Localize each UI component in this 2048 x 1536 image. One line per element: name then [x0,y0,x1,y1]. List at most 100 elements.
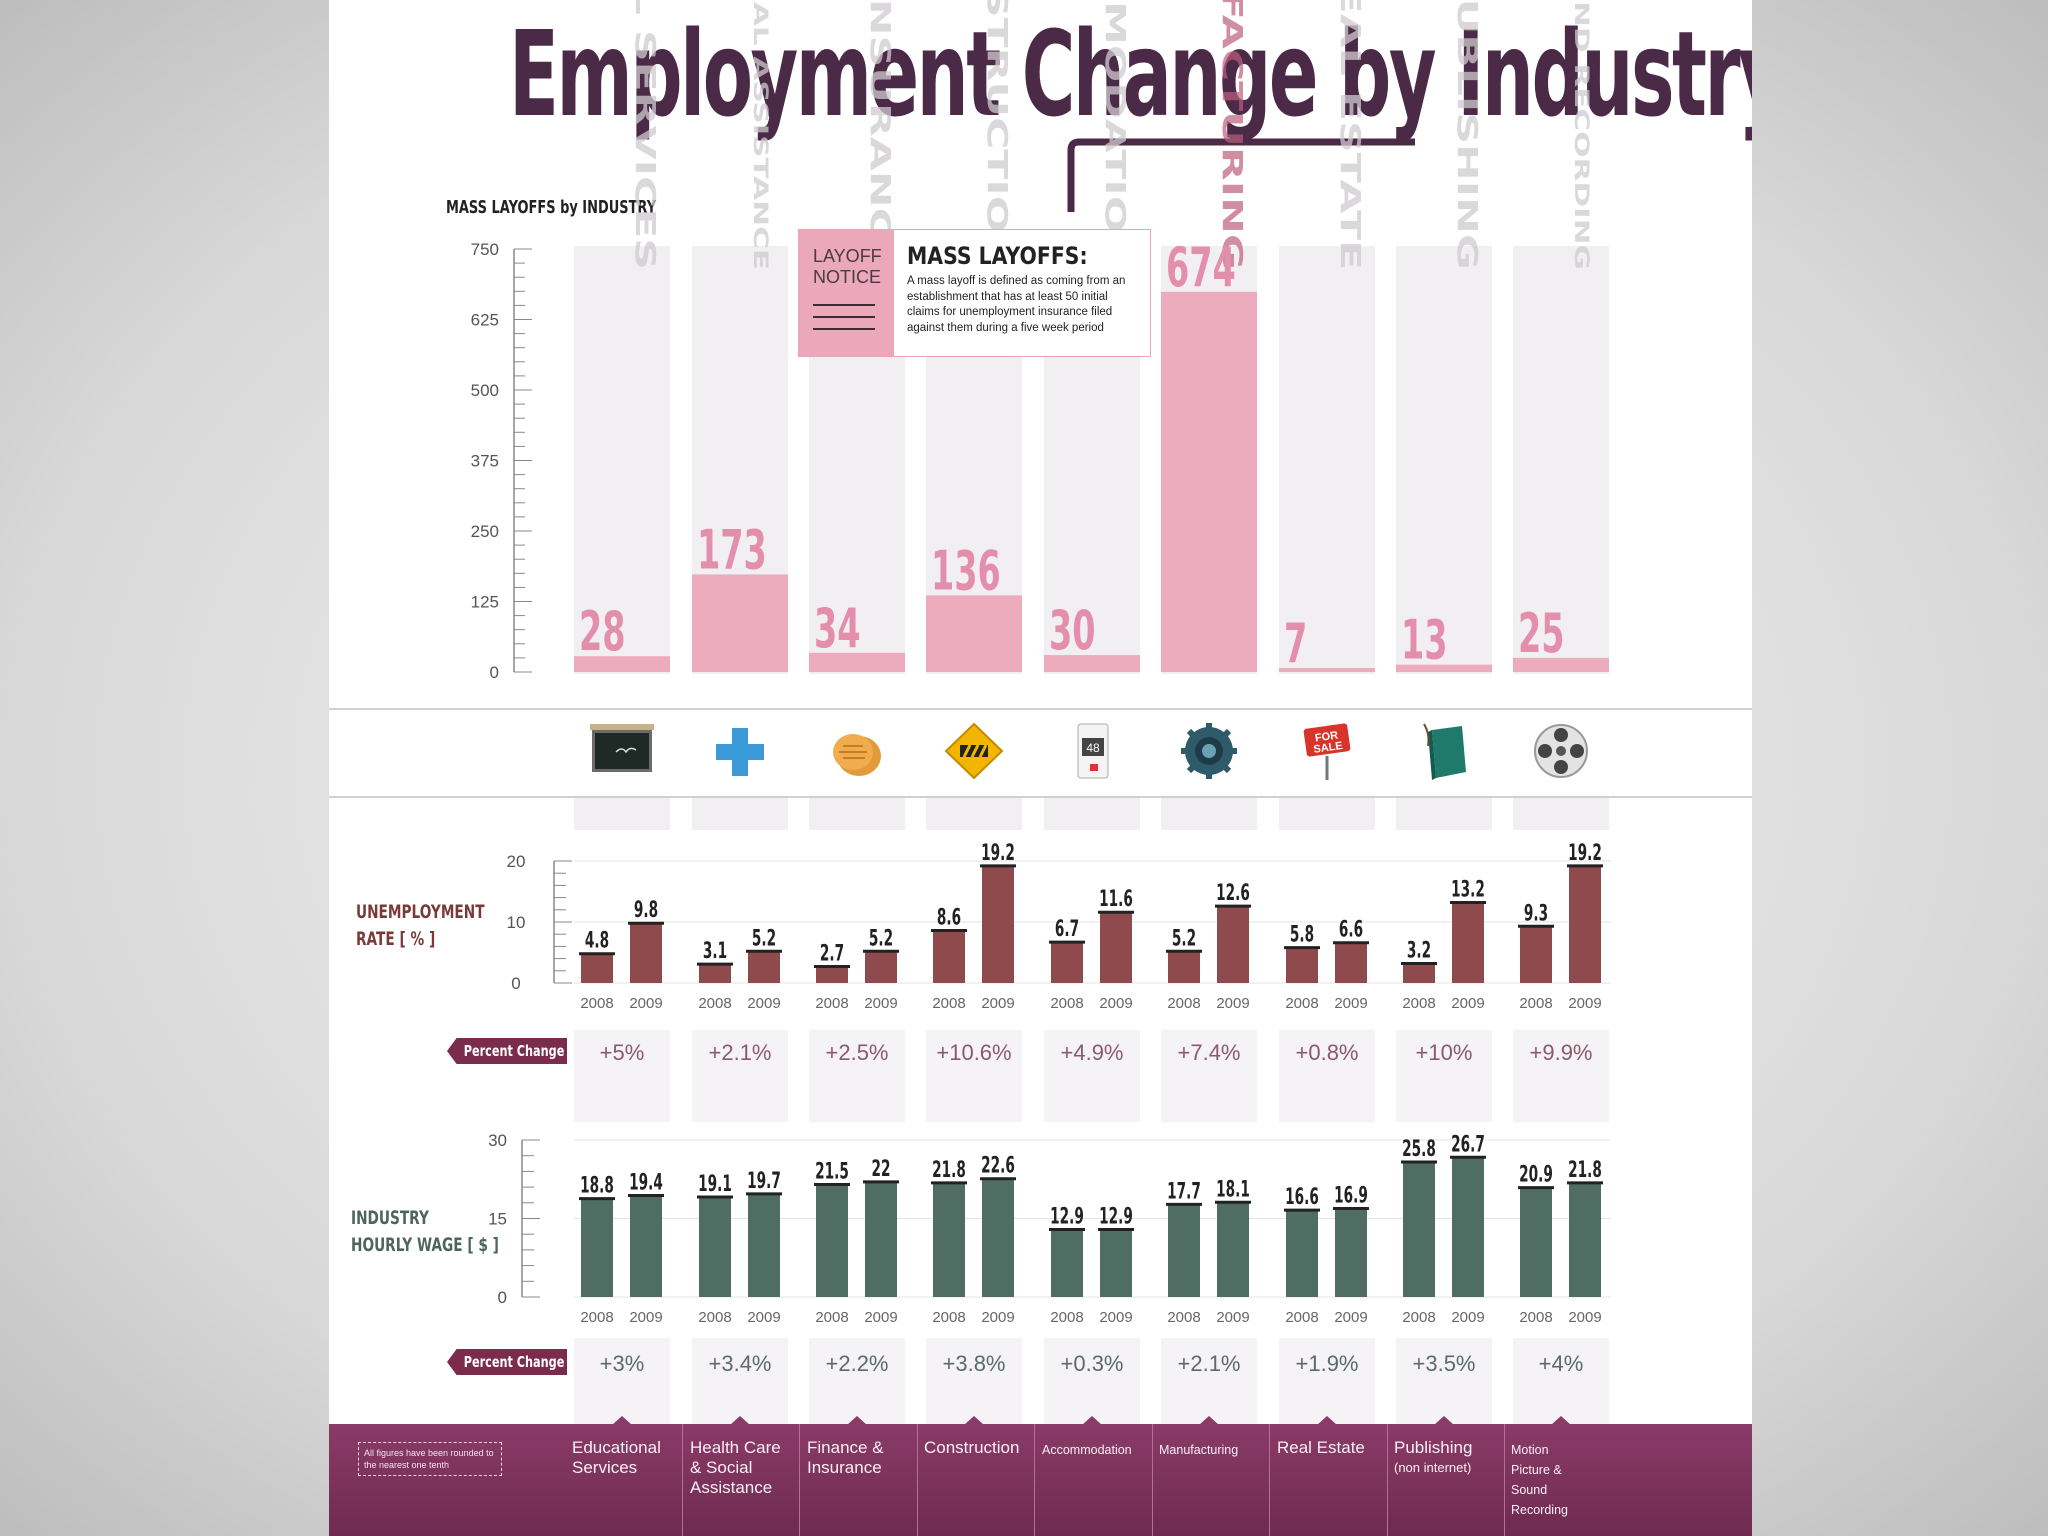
wage-change-bg [692,1338,788,1424]
column-bg-connector [926,794,1022,830]
unemployment-bar-2008 [1168,951,1200,983]
wage-percent-change: +3.4% [709,1351,772,1376]
wage-percent-change: +1.9% [1296,1351,1359,1376]
unemployment-percent-change: +2.1% [709,1040,772,1065]
layoff-bar [1161,291,1257,672]
unemployment-value-label: 5.8 [1290,922,1314,947]
percent-change-label: Percent Change [463,1353,565,1371]
unemployment-bar-2009 [1335,942,1367,983]
wage-value-label: 21.5 [815,1159,849,1184]
layoff-bar [809,652,905,672]
wage-bar-2008 [816,1184,848,1297]
wage-bar-2008 [1520,1187,1552,1297]
wage-bar-2009 [865,1181,897,1297]
wage-value-label: 18.8 [580,1173,614,1198]
wage-bar-2009 [630,1195,662,1297]
door-tag-icon: 48 [1058,718,1126,784]
column-bg-connector [1513,794,1609,830]
notice-rule [813,328,875,330]
rounding-footnote: All figures have been rounded to the nea… [358,1442,502,1476]
column-bg-connector [1161,794,1257,830]
title-decoration [1067,138,1415,212]
unemployment-change-bg [1279,1030,1375,1122]
layoff-value-label: 674 [1166,235,1236,299]
wage-value-label: 19.7 [747,1169,781,1194]
unemployment-y-tick-label: 0 [511,974,520,993]
unemployment-value-label: 9.3 [1524,901,1548,926]
footer-pointer [964,1416,984,1425]
industry-name-subtitle: (non internet) [1394,1460,1472,1475]
wage-label-line1: INDUSTRY [351,1207,429,1229]
layoff-column-bg [1396,246,1492,674]
unemployment-value-label: 2.7 [820,941,844,966]
wage-year-label: 2008 [1519,1309,1552,1326]
layoff-bar [926,595,1022,672]
footer-industry-name: Construction [924,1438,1024,1458]
column-bg-connector [1044,794,1140,830]
wage-y-tick-label: 30 [488,1131,507,1150]
wage-bar-2009 [748,1193,780,1297]
layoff-value-label: 13 [1401,608,1448,672]
unemployment-y-tick-label: 10 [507,913,526,932]
column-bg-connector [574,794,670,830]
layoffs-section-label: MASS LAYOFFS by INDUSTRY [446,197,657,218]
notice-rule [813,304,875,306]
wage-change-bg [1513,1338,1609,1424]
unemployment-year-label: 2008 [1050,995,1083,1012]
footer-divider [917,1424,918,1536]
industry-name-text: Publishing [1394,1438,1473,1457]
unemployment-year-label: 2008 [1519,995,1552,1012]
unemployment-percent-change: +4.9% [1061,1040,1124,1065]
layoff-category-label: CONSTRUCTION [981,0,1013,270]
unemployment-section-label: UNEMPLOYMENT RATE [ % ] [356,899,485,953]
footer-pointer [1434,1416,1454,1425]
wage-percent-change: +3% [600,1351,645,1376]
unemployment-value-label: 19.2 [981,841,1015,866]
layoff-y-tick-label: 625 [471,311,499,330]
footer-pointer [1082,1416,1102,1425]
industry-name-text: Accommodation [1042,1443,1132,1457]
unemployment-year-label: 2008 [932,995,965,1012]
industry-name-text: Motion Picture & Sound Recording [1511,1443,1568,1517]
industry-name-text: Manufacturing [1159,1443,1239,1457]
unemployment-percent-change: +0.8% [1296,1040,1359,1065]
unemployment-value-label: 3.2 [1407,938,1431,963]
wage-y-tick-label: 0 [498,1288,507,1307]
footer-industry-name: Real Estate [1277,1438,1377,1458]
layoff-column-bg [1279,246,1375,674]
unemployment-value-label: 5.2 [752,926,776,951]
unemployment-label-line2: RATE [ % ] [356,928,436,950]
layoff-category-label: MANUFACTURING [1216,0,1248,270]
wage-change-bg [1396,1338,1492,1424]
notice-definition: A mass layoff is defined as coming from … [907,275,1126,334]
wage-y-tick-label: 15 [488,1210,507,1229]
layoff-y-tick-label: 125 [471,593,499,612]
unemployment-bar-2009 [748,951,780,983]
coins-icon [823,718,891,784]
industry-name-text: Real Estate [1277,1438,1365,1457]
svg-text:SALE: SALE [1313,740,1344,756]
unemployment-change-bg [1396,1030,1492,1122]
wage-year-label: 2008 [1402,1309,1435,1326]
unemployment-year-label: 2009 [864,995,897,1012]
wage-section-label: INDUSTRY HOURLY WAGE [ $ ] [351,1205,499,1259]
unemployment-value-label: 9.8 [634,898,658,923]
wage-year-label: 2009 [747,1309,780,1326]
notice-title: MASS LAYOFFS: [907,242,1088,270]
chalkboard-icon [588,718,656,784]
wage-change-bg [809,1338,905,1424]
wage-value-label: 25.8 [1402,1137,1436,1162]
wage-year-label: 2009 [864,1309,897,1326]
layoff-bar [1279,668,1375,672]
column-bg-connector [809,794,905,830]
layoff-column-bg [1513,246,1609,674]
chart-canvas: 0125250375500625750EDUCATIONAL SERVICES2… [471,0,1611,1424]
layoff-y-tick-label: 250 [471,522,499,541]
wage-year-label: 2008 [932,1309,965,1326]
unemployment-value-label: 8.6 [937,905,961,930]
book-icon [1410,718,1478,784]
wage-percent-change: +2.1% [1178,1351,1241,1376]
layoff-y-tick-label: 375 [471,452,499,471]
unemployment-bar-2009 [630,923,662,983]
footer-pointer [847,1416,867,1425]
